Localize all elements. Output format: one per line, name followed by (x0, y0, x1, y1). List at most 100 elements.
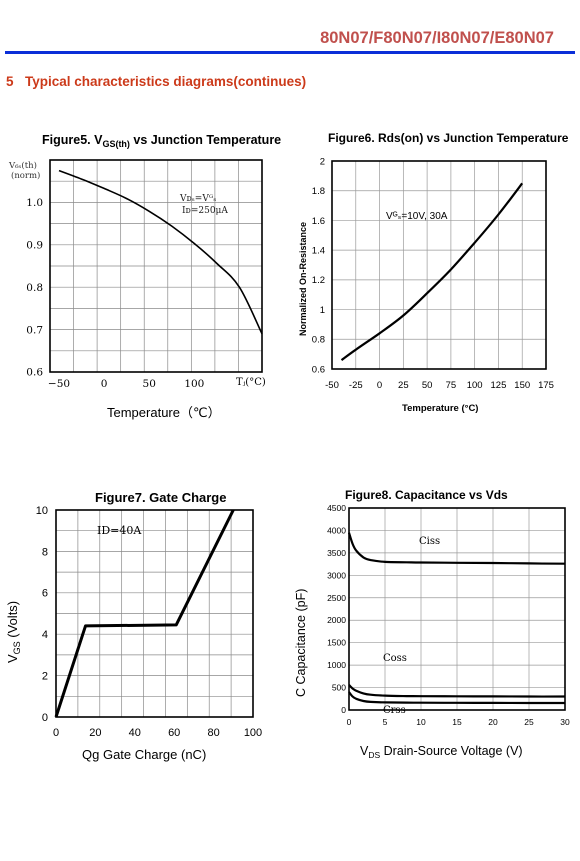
fig8-xtick-label: 10 (416, 717, 426, 727)
header-rule (5, 51, 575, 54)
fig5-ytick-label: 0.7 (26, 324, 43, 336)
figure7-ylabel: VGS (Volts) (5, 601, 22, 663)
fig5-xtick-label: −50 (48, 378, 70, 390)
figure8-xlabel-rest: Drain-Source Voltage (V) (380, 744, 522, 758)
fig7-plot-frame (55, 509, 254, 718)
figure5-title-prefix: Figure5. V (42, 133, 103, 147)
figure6-ylabel: Normalized On-Resistance (298, 222, 308, 336)
figure7-annotation: ID=40A (97, 524, 142, 537)
figure5-title-suffix: vs Junction Temperature (130, 133, 281, 147)
section-heading: 5 Typical characteristics diagrams(contin… (6, 74, 306, 89)
figure8-xlabel-sub: DS (368, 750, 380, 760)
fig6-xtick-label: 125 (491, 380, 507, 391)
fig7-series-curve-0 (54, 509, 235, 718)
figure5-ylabel-line1: V₆ₛ(th) (8, 160, 37, 171)
fig8-ytick-label: 2000 (327, 615, 346, 625)
figure6-title: Figure6. Rds(on) vs Junction Temperature (328, 131, 569, 145)
fig6-ytick-label: 1 (320, 305, 325, 316)
figure7-title: Figure7. Gate Charge (95, 490, 226, 505)
fig5-xtick-label: 0 (101, 378, 108, 390)
figure6-xlabel: Temperature (°C) (402, 403, 478, 414)
series-label-crss: Crss (383, 705, 406, 716)
fig6-ytick-label: 1.4 (312, 245, 325, 256)
fig8-xtick-label: 25 (524, 717, 534, 727)
fig6-ytick-label: 2 (320, 156, 325, 167)
section-number: 5 (6, 74, 14, 89)
figure6-annotation: Vᴳₛ=10V, 30A (386, 211, 448, 222)
page-header: 80N07/F80N07/I80N07/E80N07 (0, 0, 580, 56)
fig6-xtick-label: 0 (377, 380, 382, 391)
fig7-xtick-label: 20 (89, 727, 101, 739)
fig5-plot-frame (49, 159, 263, 373)
figure8-xlabel-main: V (360, 744, 369, 758)
fig6-ytick-label: 0.6 (312, 364, 325, 375)
fig6-plot-frame (331, 160, 547, 370)
fig5-ytick-label: 0.8 (26, 282, 43, 294)
fig8-ytick-label: 3500 (327, 548, 346, 558)
fig7-xtick-label: 40 (129, 727, 141, 739)
figure7-ylabel-main: V (5, 654, 20, 663)
fig6-xtick-label: 175 (538, 380, 554, 391)
fig8-ytick-label: 0 (341, 705, 346, 715)
fig7-ytick-label: 4 (42, 629, 48, 641)
fig8-xtick-label: 5 (383, 717, 388, 727)
figure7-xlabel: Qg Gate Charge (nC) (82, 747, 206, 762)
figure7-ylabel-sub: GS (12, 641, 22, 654)
fig6-ytick-label: 1.2 (312, 275, 325, 286)
fig8-ytick-label: 500 (332, 683, 346, 693)
figure8-ylabel: C Capacitance (pF) (294, 589, 308, 697)
figure5-annotation-line1: Vᴅₛ=Vᴳₛ (179, 194, 216, 204)
fig8-xtick-label: 0 (347, 717, 352, 727)
figure5-chart: Figure5. VGS(th) vs Junction Temperature… (8, 133, 281, 420)
figure8-xlabel: VDS Drain-Source Voltage (V) (360, 744, 523, 760)
figure5-x-unit-label: Tⱼ(°C) (236, 377, 266, 388)
fig7-ytick-label: 8 (42, 546, 48, 558)
fig6-xtick-label: 25 (398, 380, 409, 391)
figure5-title: Figure5. VGS(th) vs Junction Temperature (42, 133, 281, 149)
fig8-xtick-label: 30 (560, 717, 570, 727)
fig6-xtick-label: 75 (446, 380, 457, 391)
fig7-xtick-label: 60 (168, 727, 180, 739)
fig8-ytick-label: 2500 (327, 593, 346, 603)
figure6-chart: Figure6. Rds(on) vs Junction Temperature… (298, 131, 569, 414)
fig6-xtick-label: 150 (514, 380, 530, 391)
fig8-ytick-label: 4500 (327, 503, 346, 513)
fig7-ytick-label: 6 (42, 588, 48, 600)
section-title: Typical characteristics diagrams(continu… (25, 74, 307, 89)
fig8-ytick-label: 4000 (327, 525, 346, 535)
fig5-xtick-label: 100 (184, 378, 204, 390)
fig5-ytick-label: 0.9 (26, 239, 43, 251)
fig6-series-curve-0 (340, 182, 524, 361)
fig5-ytick-label: 1.0 (26, 197, 43, 209)
fig7-ytick-label: 10 (36, 505, 48, 517)
fig6-ytick-label: 0.8 (312, 335, 325, 346)
fig8-ytick-label: 1000 (327, 660, 346, 670)
fig7-xtick-label: 80 (207, 727, 219, 739)
figure5-annotation-line2: Iᴅ=250μA (182, 206, 228, 216)
fig8-xtick-label: 15 (452, 717, 462, 727)
fig6-xtick-label: -25 (349, 380, 363, 391)
figure5-ylabel-line2: (norm) (11, 170, 40, 181)
fig8-series-coss (348, 684, 566, 698)
figure8-title: Figure8. Capacitance vs Vds (345, 488, 508, 502)
figure7-ylabel-rest: (Volts) (5, 601, 20, 641)
fig7-ytick-label: 2 (42, 670, 48, 682)
fig7-xtick-label: 0 (53, 727, 59, 739)
fig8-ytick-label: 3000 (327, 570, 346, 580)
fig6-xtick-label: 100 (467, 380, 483, 391)
figure5-xlabel: Temperature（℃） (107, 405, 221, 420)
fig8-series-crss (348, 691, 565, 705)
part-number-title: 80N07/F80N07/I80N07/E80N07 (320, 29, 554, 47)
fig8-plot-frame (348, 507, 566, 711)
fig8-series-ciss (347, 532, 566, 565)
fig6-xtick-label: -50 (325, 380, 339, 391)
fig7-ytick-label: 0 (42, 712, 48, 724)
series-label-ciss: Ciss (419, 536, 440, 547)
fig8-ytick-label: 1500 (327, 638, 346, 648)
fig7-xtick-label: 100 (244, 727, 262, 739)
series-label-coss: Coss (383, 653, 407, 664)
fig6-ytick-label: 1.8 (312, 186, 325, 197)
figure8-chart: Figure8. Capacitance vs Vds C Capacitanc… (294, 488, 570, 760)
fig5-series-curve-0 (58, 169, 263, 335)
fig8-xtick-label: 20 (488, 717, 498, 727)
